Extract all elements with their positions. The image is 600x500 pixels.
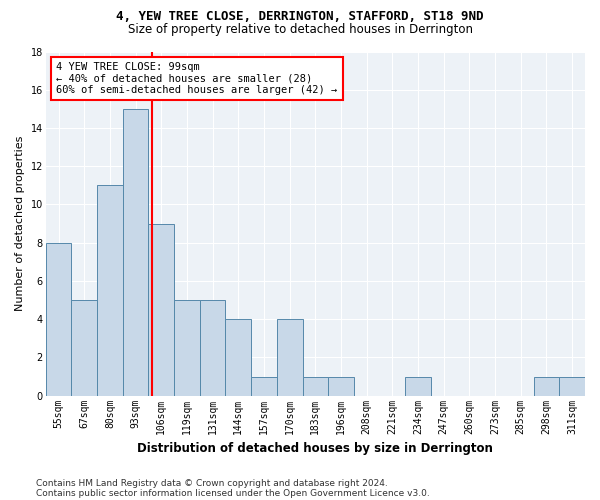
Bar xyxy=(174,300,200,396)
Text: Contains public sector information licensed under the Open Government Licence v3: Contains public sector information licen… xyxy=(36,488,430,498)
Bar xyxy=(200,300,226,396)
Bar xyxy=(328,376,354,396)
Y-axis label: Number of detached properties: Number of detached properties xyxy=(15,136,25,312)
Text: 4 YEW TREE CLOSE: 99sqm
← 40% of detached houses are smaller (28)
60% of semi-de: 4 YEW TREE CLOSE: 99sqm ← 40% of detache… xyxy=(56,62,338,95)
Text: Size of property relative to detached houses in Derrington: Size of property relative to detached ho… xyxy=(128,22,473,36)
Bar xyxy=(71,300,97,396)
Bar xyxy=(46,242,71,396)
Text: 4, YEW TREE CLOSE, DERRINGTON, STAFFORD, ST18 9ND: 4, YEW TREE CLOSE, DERRINGTON, STAFFORD,… xyxy=(116,10,484,23)
Bar xyxy=(277,319,302,396)
Text: Contains HM Land Registry data © Crown copyright and database right 2024.: Contains HM Land Registry data © Crown c… xyxy=(36,478,388,488)
Bar xyxy=(405,376,431,396)
Bar xyxy=(226,319,251,396)
X-axis label: Distribution of detached houses by size in Derrington: Distribution of detached houses by size … xyxy=(137,442,493,455)
Bar xyxy=(251,376,277,396)
Bar xyxy=(302,376,328,396)
Bar xyxy=(533,376,559,396)
Bar xyxy=(148,224,174,396)
Bar xyxy=(123,109,148,396)
Bar xyxy=(97,186,123,396)
Bar xyxy=(559,376,585,396)
